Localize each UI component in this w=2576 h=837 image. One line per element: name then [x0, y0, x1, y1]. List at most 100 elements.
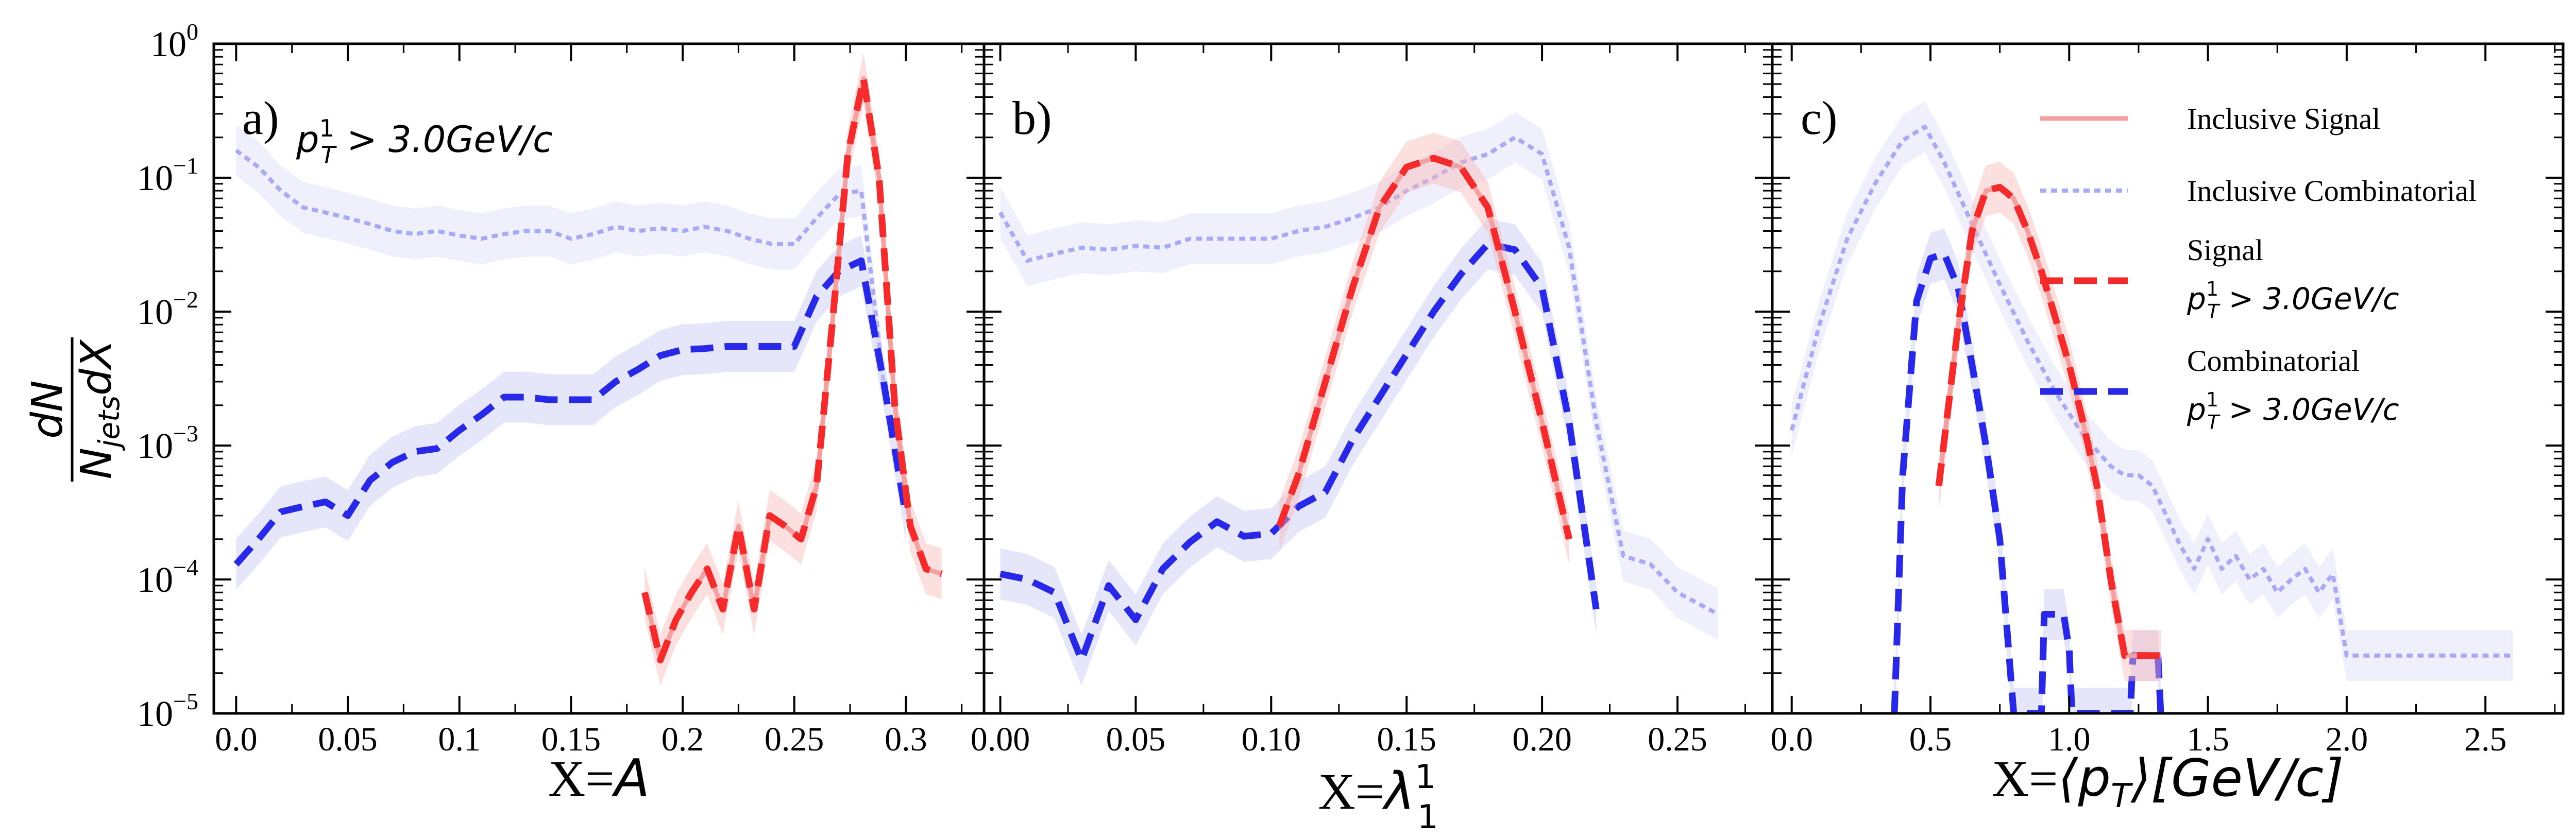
- y-tick-label-base: 10: [137, 560, 173, 600]
- x-tick-label: 0.2: [662, 721, 704, 758]
- x-tick-label: 0.20: [1512, 721, 1572, 758]
- series-line: [1789, 125, 2514, 658]
- x-axis-label-prefix: X=: [1992, 750, 2058, 807]
- x-axis-label-prefix: X=: [548, 750, 615, 807]
- y-tick-labels: 10−5 10−4 10−3 10−2 10−1 100: [137, 19, 198, 734]
- legend: Inclusive Signal Inclusive Combinatorial…: [2040, 102, 2477, 434]
- x-tick-label: 2.5: [2464, 721, 2507, 758]
- x-tick-label: 1.5: [2187, 721, 2229, 758]
- y-tick-label-base: 10: [137, 694, 173, 734]
- x-axis-label-tail: ⟩[GeV/c]: [2130, 748, 2344, 808]
- panel-a-ticks: [214, 43, 984, 714]
- y-tick-label-base: 10: [137, 159, 173, 198]
- panel-b-ticks: [984, 43, 1772, 714]
- legend-entry-signal: Signal p1 T > 3.0GeV/c: [2040, 233, 2399, 323]
- uncertainty-band: [1894, 228, 2161, 713]
- cut-label-rest: > 3.0GeV/c: [335, 118, 553, 161]
- series-line: [233, 257, 909, 567]
- legend-entry-combinatorial: Combinatorial p1 T > 3.0GeV/c: [2040, 344, 2399, 434]
- x-axis-label-prefix: X=: [1318, 763, 1384, 820]
- legend-label-inclusive-combinatorial: Inclusive Combinatorial: [2187, 174, 2477, 208]
- y-tick-label-base: 10: [137, 293, 173, 332]
- cut-label-sup: 1: [319, 114, 334, 142]
- panel-b-plot-area: [998, 112, 1719, 686]
- panel-c-plot-area: [1789, 101, 2514, 713]
- y-axis-label: dN NjetsdX: [23, 337, 126, 482]
- panel-b-x-tick-labels: 0.00 0.05 0.10 0.15 0.20 0.25: [971, 721, 1707, 758]
- x-tick-label: 2.0: [2326, 721, 2368, 758]
- cut-label-sup: 1: [2206, 388, 2218, 411]
- panel-c-ticks: [1772, 43, 2563, 714]
- x-tick-label: 0.0: [1770, 721, 1813, 758]
- series-line: [1891, 250, 2164, 713]
- y-tick-label: 10−3: [137, 420, 198, 466]
- cut-label-p: p: [2187, 392, 2206, 427]
- x-tick-label: 0.25: [1648, 721, 1707, 758]
- panel-b: 0.00 0.05 0.10 0.15 0.20 0.25 b) X=λ1 1: [971, 42, 1774, 836]
- legend-entry-inclusive-combinatorial: Inclusive Combinatorial: [2040, 174, 2477, 208]
- panel-a-x-axis-label: X=A: [548, 748, 650, 808]
- y-axis-label-numerator: dN: [23, 380, 72, 438]
- y-axis-label-denominator-n: N: [72, 448, 121, 479]
- cut-label-sub: T: [2207, 300, 2221, 323]
- y-axis-label-denominator-sub: jets: [93, 396, 126, 451]
- y-tick-label: 100: [150, 19, 198, 64]
- x-tick-label: 0.25: [765, 721, 824, 758]
- x-tick-label: 0.15: [1377, 721, 1436, 758]
- panel-c: 0.0 0.5 1.0 1.5 2.0 2.5 c) X=⟨pT⟩[GeV/c]…: [1770, 42, 2565, 815]
- legend-cut-combinatorial: p1 T > 3.0GeV/c: [2187, 388, 2399, 434]
- series-line: [641, 75, 943, 663]
- y-tick-label-exponent: 0: [187, 19, 198, 45]
- x-axis-label-subscript: 1: [1417, 798, 1438, 836]
- panel-a: 0.0 0.05 0.1 0.15 0.2 0.25 0.3 a) p1 T > …: [212, 42, 986, 808]
- cut-label-sub: T: [321, 141, 337, 169]
- series-line: [1276, 155, 1573, 540]
- x-tick-label: 1.0: [2048, 721, 2091, 758]
- y-tick-label: 10−1: [137, 152, 198, 198]
- x-tick-label: 0.0: [215, 721, 258, 758]
- cut-label-rest: > 3.0GeV/c: [2219, 392, 2399, 427]
- cut-label-p: p: [296, 118, 319, 161]
- uncertainty-band: [236, 235, 906, 590]
- cut-label-sub: T: [2207, 411, 2221, 434]
- series-line: [998, 135, 1719, 617]
- x-axis-label-superscript: 1: [1415, 758, 1436, 796]
- panel-b-label: b): [1012, 92, 1052, 144]
- panel-a-cut-label: p1 T > 3.0GeV/c: [296, 114, 553, 169]
- y-tick-label-base: 10: [137, 426, 173, 466]
- panel-a-label: a): [242, 92, 279, 144]
- x-tick-label: 0.15: [541, 721, 601, 758]
- panel-c-x-axis-label: X=⟨pT⟩[GeV/c]: [1992, 748, 2344, 815]
- y-tick-label-exponent: −1: [173, 152, 198, 179]
- y-tick-label: 10−5: [137, 688, 198, 734]
- x-tick-label: 0.1: [438, 721, 481, 758]
- x-tick-label: 0.5: [1909, 721, 1952, 758]
- cut-label-p: p: [2187, 281, 2206, 316]
- y-tick-label-exponent: −2: [173, 286, 198, 313]
- panel-a-x-tick-labels: 0.0 0.05 0.1 0.15 0.2 0.25 0.3: [215, 721, 927, 758]
- y-tick-label: 10−4: [137, 554, 198, 600]
- cut-label-sup: 1: [2206, 278, 2218, 300]
- y-tick-label: 10−2: [137, 286, 198, 332]
- y-tick-label-exponent: −4: [173, 554, 198, 580]
- y-tick-label-exponent: −3: [173, 420, 198, 447]
- y-axis-label-denominator-tail: dX: [72, 339, 121, 396]
- x-tick-label: 0.05: [1106, 721, 1166, 758]
- panel-c-label: c): [1801, 92, 1837, 144]
- cut-label-rest: > 3.0GeV/c: [2219, 281, 2399, 316]
- uncertainty-band: [1000, 218, 1597, 686]
- y-tick-label-base: 10: [150, 25, 187, 64]
- legend-cut-signal: p1 T > 3.0GeV/c: [2187, 278, 2399, 323]
- legend-label-inclusive-signal: Inclusive Signal: [2187, 102, 2380, 135]
- x-axis-label-symbol: A: [612, 748, 650, 808]
- panel-a-plot-area: [233, 53, 943, 686]
- x-axis-label-symbol: λ: [1382, 761, 1415, 821]
- y-tick-label-exponent: −5: [173, 688, 198, 714]
- x-axis-label-symbol: ⟨p: [2058, 748, 2111, 808]
- series-line: [1936, 184, 2161, 658]
- x-tick-label: 0.3: [885, 721, 927, 758]
- x-tick-label: 0.05: [318, 721, 378, 758]
- x-axis-label-subscript: T: [2111, 777, 2133, 815]
- series-line: [234, 148, 886, 382]
